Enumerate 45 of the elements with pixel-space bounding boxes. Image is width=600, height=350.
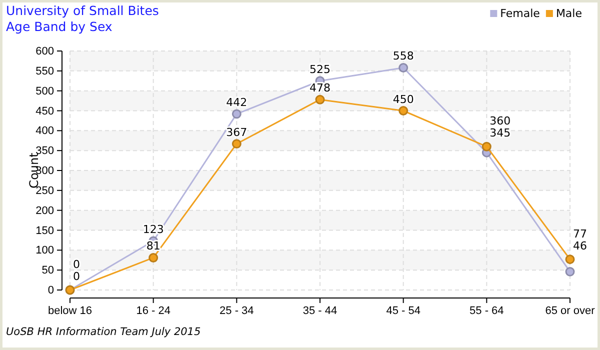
- point: [482, 142, 492, 152]
- point: [398, 63, 408, 72]
- data-label: 450: [392, 92, 414, 106]
- y-tick-label: 600: [36, 46, 54, 58]
- y-tick-label: 400: [36, 125, 54, 138]
- data-label: 442: [226, 96, 248, 109]
- data-label: 0: [73, 258, 80, 271]
- data-label: 558: [392, 50, 414, 63]
- y-tick-label: 150: [36, 224, 54, 237]
- data-label: 360: [490, 114, 511, 128]
- data-label: 525: [310, 62, 330, 76]
- point: [232, 139, 242, 149]
- point: [565, 266, 575, 276]
- x-tick-label: 55 - 64: [470, 304, 504, 317]
- data-label: 345: [490, 126, 511, 140]
- x-tick-label: 65 or over: [545, 304, 596, 317]
- legend-label: Male: [556, 7, 582, 20]
- data-label: 367: [226, 126, 248, 139]
- y-tick-label: 550: [36, 65, 54, 78]
- text: UoSB HR Information Team July 2015: [6, 326, 201, 338]
- x-tick-label: 35 - 44: [302, 304, 338, 317]
- y-tick-label: 100: [36, 244, 54, 257]
- point: [315, 94, 325, 104]
- x-tick-label: below 16: [48, 304, 92, 317]
- data-label: 123: [142, 223, 164, 236]
- data-label: 81: [146, 240, 160, 253]
- chart-title: University of Small Bites: [6, 3, 159, 18]
- x-tick-label: 45 - 54: [386, 304, 420, 317]
- y-tick-label: 50: [42, 264, 54, 277]
- point: [148, 253, 158, 262]
- point: [565, 254, 575, 264]
- y-tick-label: 450: [36, 105, 54, 118]
- x-tick-label: 16 - 24: [136, 304, 170, 317]
- x-tick-label: 25 - 34: [220, 304, 254, 317]
- data-label: 478: [310, 82, 330, 95]
- data-label: 77: [573, 227, 587, 240]
- legend-label: Female: [500, 7, 540, 20]
- y-tick-label: 200: [36, 204, 54, 217]
- point: [232, 109, 242, 119]
- data-label: 46: [573, 239, 587, 252]
- point: [398, 106, 408, 116]
- chart-subtitle: Age Band by Sex: [6, 19, 112, 34]
- data-label: 0: [73, 270, 80, 283]
- y-tick-label: 0: [48, 284, 54, 297]
- y-tick-label: 500: [36, 85, 54, 98]
